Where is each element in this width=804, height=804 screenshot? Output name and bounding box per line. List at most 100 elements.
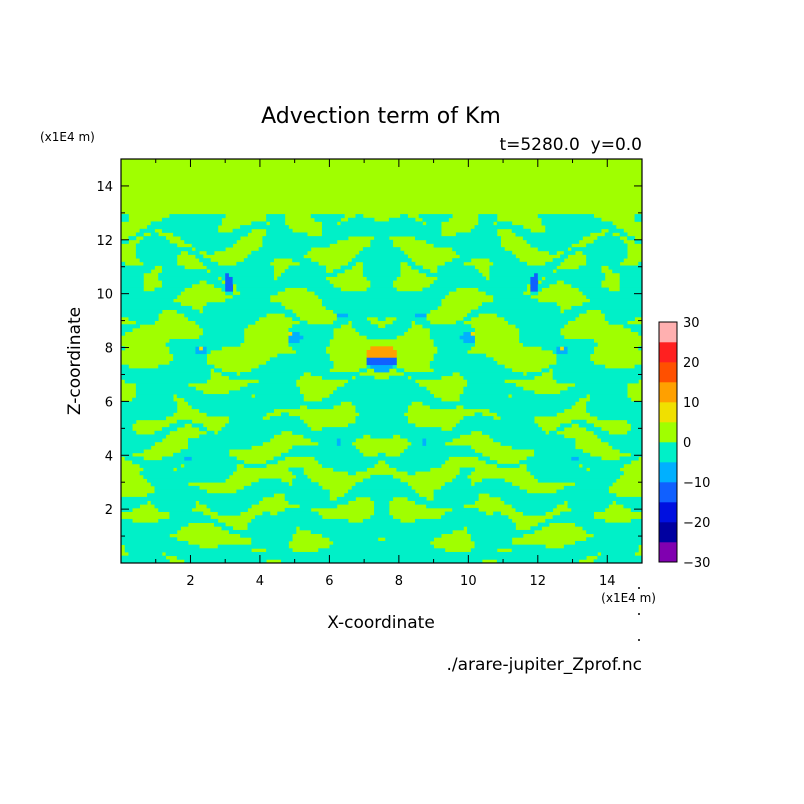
contour-cell bbox=[582, 526, 642, 531]
contour-cell bbox=[459, 254, 516, 259]
colorbar-frame bbox=[658, 321, 678, 563]
contour-cell bbox=[121, 239, 129, 244]
contour-cell bbox=[355, 254, 408, 259]
contour-cell bbox=[288, 265, 327, 270]
contour-cell bbox=[121, 419, 137, 424]
contour-cell bbox=[199, 408, 274, 413]
contour-cell bbox=[251, 482, 289, 487]
contour-cell bbox=[571, 507, 606, 512]
contour-cell bbox=[281, 452, 364, 457]
contour-cell bbox=[560, 423, 572, 428]
contour-cell bbox=[132, 397, 174, 402]
contour-cell bbox=[258, 379, 297, 384]
contour-cell bbox=[437, 346, 472, 351]
contour-cell bbox=[496, 221, 513, 226]
contour-cell bbox=[176, 394, 252, 399]
contour-cell bbox=[228, 272, 274, 277]
colorbar-label: 0 bbox=[683, 436, 691, 451]
contour-cell bbox=[560, 346, 565, 351]
x-unit-label: (x1E4 m) bbox=[601, 591, 656, 605]
contour-cell bbox=[158, 272, 226, 277]
x-tick-label: 2 bbox=[186, 574, 194, 589]
contour-cell bbox=[374, 507, 390, 512]
contour-cell bbox=[455, 232, 498, 237]
x-tick-label: 12 bbox=[530, 574, 547, 589]
contour-cell bbox=[575, 482, 613, 487]
contour-cell bbox=[199, 335, 245, 340]
colorbar-swatch bbox=[659, 482, 677, 503]
contour-cell bbox=[217, 511, 241, 516]
contour-cell bbox=[511, 394, 587, 399]
contour-cell bbox=[221, 276, 226, 281]
contour-cell bbox=[459, 471, 472, 476]
contour-cell bbox=[511, 504, 557, 509]
contour-cell bbox=[154, 485, 200, 490]
contour-cell bbox=[154, 287, 185, 292]
contour-cell bbox=[221, 427, 312, 432]
contour-cell bbox=[161, 228, 219, 233]
y-tick-label: 8 bbox=[105, 342, 113, 357]
contour-cell bbox=[396, 316, 427, 321]
y-tick-label: 4 bbox=[105, 449, 113, 464]
contour-cell bbox=[575, 383, 628, 388]
contour-cell bbox=[638, 331, 642, 336]
contour-cell bbox=[470, 309, 561, 314]
y-tick-label: 6 bbox=[105, 395, 113, 410]
contour-cell bbox=[348, 423, 416, 428]
contour-cell bbox=[251, 537, 293, 542]
contour-cell bbox=[429, 361, 498, 366]
contour-cell bbox=[414, 236, 501, 241]
contour-cell bbox=[522, 511, 546, 516]
contour-cell bbox=[333, 540, 431, 546]
contour-cell bbox=[481, 478, 505, 483]
colorbar-swatch bbox=[659, 422, 677, 443]
contour-cell bbox=[351, 258, 412, 263]
contour-cell bbox=[511, 548, 639, 553]
contour-cell bbox=[251, 540, 289, 546]
contour-cell bbox=[236, 489, 330, 494]
contour-cell bbox=[240, 225, 289, 230]
chart-subtitle: t=5280.0 y=0.0 bbox=[499, 135, 642, 155]
contour-cell bbox=[266, 217, 286, 222]
x-tick-label: 4 bbox=[256, 574, 264, 589]
contour-cell bbox=[329, 537, 379, 542]
contour-cell bbox=[247, 526, 297, 531]
contour-cell bbox=[597, 555, 642, 560]
contour-cell bbox=[121, 276, 144, 281]
colorbar-swatch bbox=[659, 342, 677, 363]
contour-cell bbox=[269, 357, 330, 362]
contour-cell bbox=[452, 507, 479, 512]
contour-cell bbox=[303, 335, 334, 340]
contour-cell bbox=[489, 272, 535, 277]
contour-cell bbox=[426, 272, 483, 277]
contour-cell bbox=[254, 515, 323, 520]
contour-cell bbox=[500, 496, 642, 501]
contour-cell bbox=[374, 500, 390, 505]
contour-cell bbox=[481, 302, 557, 307]
contour-cell bbox=[362, 247, 401, 252]
contour-cell bbox=[154, 430, 170, 435]
contour-cell bbox=[489, 408, 565, 413]
contour-cell bbox=[348, 379, 416, 384]
contour-cell bbox=[176, 555, 587, 560]
contour-cell bbox=[582, 463, 624, 468]
contour-cell bbox=[240, 372, 304, 377]
contour-cell bbox=[433, 280, 531, 285]
contour-cell bbox=[619, 272, 642, 277]
contour-cell bbox=[202, 261, 219, 266]
contour-cell bbox=[619, 280, 642, 285]
contour-cell bbox=[169, 338, 245, 344]
contour-cell bbox=[474, 225, 524, 230]
contour-cell bbox=[467, 529, 535, 535]
contour-cell bbox=[251, 518, 349, 523]
contour-cell bbox=[597, 434, 642, 439]
contour-cell bbox=[608, 228, 624, 233]
contour-cell bbox=[206, 349, 211, 355]
contour-cell bbox=[169, 346, 196, 351]
y-tick-label: 2 bbox=[105, 503, 113, 518]
contour-cell bbox=[500, 441, 576, 446]
contour-cell bbox=[128, 236, 137, 241]
contour-cell bbox=[519, 331, 561, 336]
contour-cell bbox=[135, 394, 174, 399]
contour-cell bbox=[578, 456, 602, 461]
